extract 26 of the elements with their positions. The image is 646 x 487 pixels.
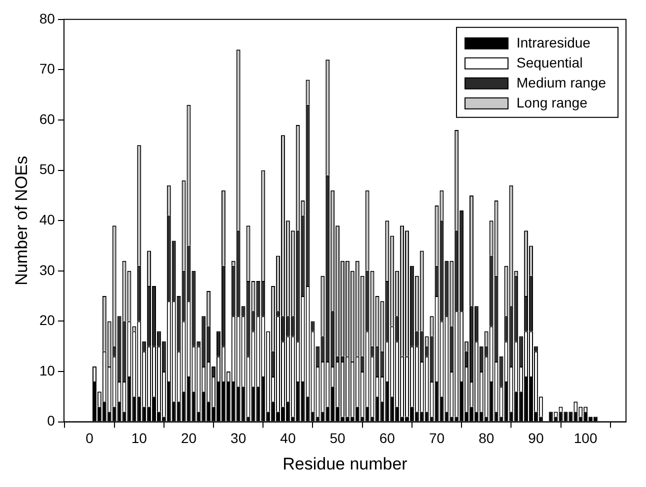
x-tick-label: 100 — [574, 430, 598, 446]
legend-label: Intraresidue — [516, 34, 591, 50]
y-tick-label: 20 — [39, 312, 56, 328]
x-tick-label: 80 — [478, 430, 494, 446]
y-axis-title: Number of NOEs — [12, 156, 31, 286]
y-tick-label: 40 — [39, 211, 56, 228]
x-tick-label: 70 — [428, 430, 445, 446]
x-tick-label: 0 — [86, 430, 94, 446]
x-tick-label: 60 — [379, 430, 396, 446]
y-tick-label: 10 — [39, 362, 56, 378]
x-axis-title: Residue number — [282, 454, 408, 474]
legend-label: Sequential — [516, 54, 583, 70]
y-tick-label: 70 — [39, 60, 56, 77]
x-tick-label: 40 — [280, 430, 296, 446]
x-tick-label: 30 — [230, 430, 246, 446]
x-tick-label: 20 — [180, 430, 197, 446]
x-tick-label: 10 — [131, 430, 148, 446]
x-tick-label: 50 — [330, 430, 346, 446]
legend-label: Medium range — [516, 74, 606, 90]
y-tick-label: 0 — [47, 412, 56, 429]
x-tick-label: 90 — [528, 430, 544, 446]
legend-label: Long range — [516, 94, 588, 110]
y-tick-label: 50 — [39, 161, 56, 178]
y-tick-label: 60 — [39, 110, 56, 127]
y-tick-label: 80 — [39, 10, 56, 26]
y-tick-label: 30 — [39, 262, 56, 278]
